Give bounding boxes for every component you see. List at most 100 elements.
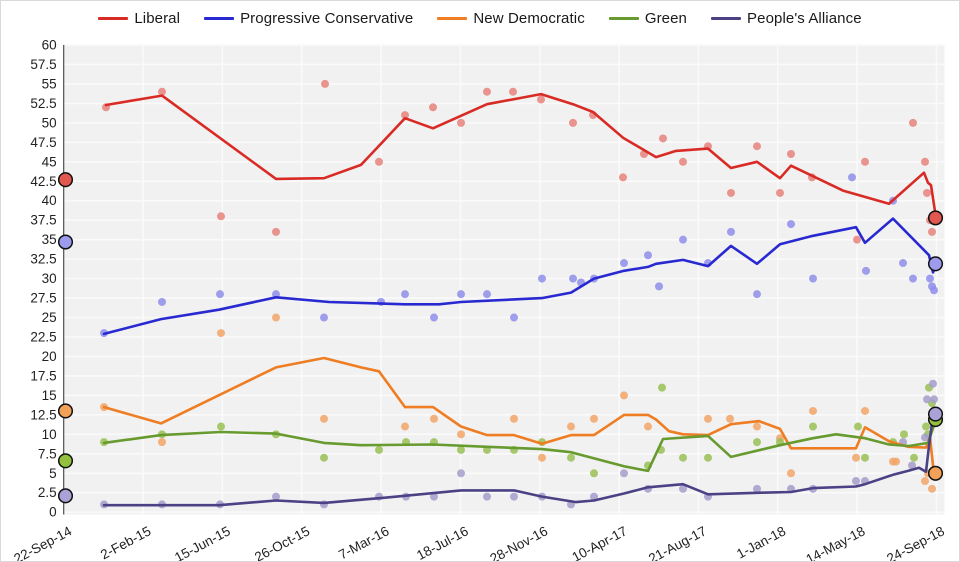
poll-dot — [457, 469, 465, 478]
x-tick-label: 28-Nov-16 — [487, 523, 550, 562]
poll-dot — [922, 422, 930, 431]
trend-line-green — [102, 418, 938, 473]
election-2014-marker-liberal — [57, 172, 74, 188]
y-tick-label: 7.5 — [38, 446, 57, 461]
x-tick-label: 14-May-18 — [804, 523, 868, 562]
poll-dot — [704, 414, 712, 423]
poll-dot — [809, 274, 817, 283]
poll-dot — [430, 492, 438, 501]
y-tick-label: 22.5 — [30, 330, 56, 345]
legend-marker-progressive-conservative — [204, 17, 235, 20]
trend-line-progressive-conservative — [102, 217, 938, 336]
y-tick-label: 0 — [49, 505, 57, 520]
y-tick-label: 37.5 — [30, 213, 56, 228]
y-tick-label: 35 — [42, 232, 57, 247]
poll-dot — [272, 492, 280, 501]
poll-dot — [921, 477, 929, 486]
poll-dot — [430, 313, 438, 322]
election-2014-marker-green — [57, 453, 74, 469]
poll-dot — [457, 445, 465, 454]
poll-dot — [679, 453, 687, 462]
poll-dot — [510, 414, 518, 423]
poll-dot — [659, 134, 667, 143]
election-result-markers — [57, 172, 944, 504]
poll-dot — [787, 220, 795, 229]
poll-dot — [848, 173, 856, 182]
poll-dot — [158, 438, 166, 447]
legend-marker-green — [608, 17, 639, 20]
legend-item-liberal: Liberal — [98, 10, 180, 27]
legend-item-progressive-conservative: Progressive Conservative — [204, 10, 413, 27]
poll-dot — [787, 150, 795, 159]
poll-dot — [430, 414, 438, 423]
legend-item-new-democratic: New Democratic — [437, 10, 585, 27]
poll-dot — [727, 227, 735, 236]
legend-item-green: Green — [608, 10, 688, 27]
poll-dot — [900, 430, 908, 439]
y-tick-label: 32.5 — [30, 252, 56, 267]
poll-dot — [753, 290, 761, 299]
y-tick-label: 25 — [42, 310, 57, 325]
poll-dot — [753, 422, 761, 431]
poll-dot — [908, 461, 916, 470]
y-tick-label: 2.5 — [38, 485, 57, 500]
legend-label: People's Alliance — [747, 10, 862, 27]
legend-marker-liberal — [98, 17, 129, 20]
poll-dot — [809, 422, 817, 431]
x-tick-label: 18-Jul-16 — [414, 523, 471, 562]
election-2018-marker-progressive-conservative — [927, 256, 944, 272]
y-tick-label: 20 — [42, 349, 57, 364]
poll-dot — [852, 453, 860, 462]
legend-label: Green — [644, 10, 688, 27]
poll-dot — [429, 103, 437, 112]
x-tick-label: 1-Jan-18 — [734, 523, 788, 561]
poll-dot — [899, 259, 907, 268]
poll-dot — [862, 266, 870, 275]
x-tick-label: 2-Feb-15 — [98, 523, 153, 562]
y-tick-label: 5 — [49, 466, 57, 481]
poll-dot — [679, 484, 687, 493]
y-tick-label: 57.5 — [30, 57, 56, 72]
x-tick-label: 26-Oct-15 — [252, 523, 312, 562]
poll-dot — [909, 118, 917, 127]
y-tick-label: 45 — [42, 154, 57, 169]
poll-dot — [619, 173, 627, 182]
poll-dot — [930, 395, 938, 404]
poll-dot — [158, 87, 166, 96]
poll-dot — [620, 259, 628, 268]
poll-dot — [590, 492, 598, 501]
poll-dot — [375, 445, 383, 454]
poll-dot — [704, 453, 712, 462]
poll-dot — [457, 290, 465, 299]
poll-dot — [644, 251, 652, 260]
poll-dot — [928, 227, 936, 236]
poll-dot — [510, 313, 518, 322]
legend: Liberal Progressive Conservative New Democ… — [1, 10, 959, 27]
poll-dot — [590, 414, 598, 423]
y-tick-label: 30 — [42, 271, 57, 286]
election-2018-marker-new-democratic — [927, 465, 944, 481]
poll-dot — [909, 274, 917, 283]
poll-dot — [854, 422, 862, 431]
election-2018-marker-peoples-alliance — [927, 406, 944, 422]
poll-dot — [217, 212, 225, 221]
y-tick-label: 55 — [42, 76, 57, 91]
polls-new-democratic — [100, 313, 936, 493]
poll-dot — [861, 453, 869, 462]
poll-dot — [921, 433, 929, 442]
poll-dot — [401, 290, 409, 299]
poll-dot — [923, 188, 931, 197]
poll-dot — [217, 329, 225, 338]
y-tick-labels: 02.557.51012.51517.52022.52527.53032.535… — [30, 38, 56, 520]
poll-dot — [510, 492, 518, 501]
poll-dot — [809, 406, 817, 415]
poll-dot — [620, 391, 628, 400]
poll-dot — [892, 457, 900, 466]
legend-marker-peoples-alliance — [711, 17, 742, 20]
y-tick-label: 52.5 — [30, 96, 56, 111]
y-tick-label: 40 — [42, 193, 57, 208]
y-tick-label: 27.5 — [30, 291, 56, 306]
poll-dot — [929, 379, 937, 388]
legend-marker-new-democratic — [437, 17, 468, 20]
